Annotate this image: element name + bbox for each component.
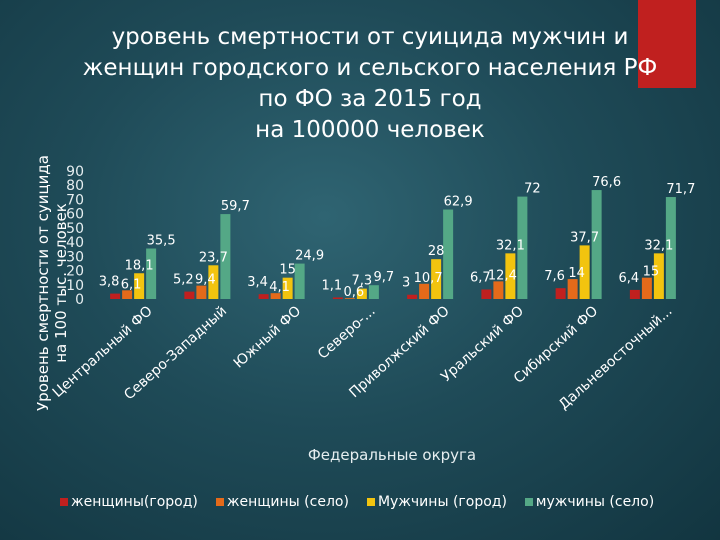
data-label: 32,1 <box>496 238 525 253</box>
bar-1-7 <box>555 288 566 299</box>
legend: женщины(город) женщины (село) Мужчины (гор… <box>60 494 700 510</box>
data-label: 62,9 <box>444 195 473 210</box>
data-label: 6,4 <box>619 271 640 286</box>
y-axis-label-line-1: Уровень смертности от суицида <box>34 155 52 411</box>
bar-3-2 <box>208 265 219 299</box>
data-label: 15 <box>643 265 660 280</box>
y-tick-label: 30 <box>66 249 84 265</box>
title-line-3: по ФО за 2015 год <box>258 86 482 112</box>
title-line-1: уровень смертности от суицида мужчин и <box>111 24 629 50</box>
x-tick-label: Южный ФО <box>231 303 305 371</box>
legend-label: мужчины (село) <box>535 494 655 510</box>
data-label: 23,7 <box>199 250 228 265</box>
data-label: 3,4 <box>247 275 268 290</box>
data-label: 6,7 <box>470 270 491 285</box>
y-tick-label: 0 <box>75 292 84 308</box>
data-label: 12,4 <box>488 268 517 283</box>
bar-1-2 <box>184 291 195 299</box>
chart-title: уровень смертности от суицида мужчин и ж… <box>40 22 700 146</box>
bar-1-1 <box>110 293 121 299</box>
bar-3-4 <box>356 288 367 299</box>
bar-1-5 <box>407 294 418 299</box>
data-label: 6,1 <box>121 277 142 292</box>
legend-swatch <box>60 498 68 506</box>
data-label: 0,6 <box>344 285 365 300</box>
y-tick-label: 40 <box>66 235 84 251</box>
x-axis-label: Федеральные округа <box>308 446 476 464</box>
data-label: 7,6 <box>544 269 565 284</box>
data-label: 3 <box>402 276 410 291</box>
data-label: 7,3 <box>352 274 373 289</box>
legend-item: мужчины (село) <box>524 494 655 510</box>
data-label: 24,9 <box>295 249 324 264</box>
y-tick-label: 80 <box>66 178 84 194</box>
bar-2-5 <box>419 283 430 299</box>
data-label: 59,7 <box>221 199 250 214</box>
data-label: 71,7 <box>666 182 695 197</box>
bar-4-3 <box>294 263 305 299</box>
bar-4-6 <box>517 196 528 299</box>
data-label: 3,8 <box>99 275 120 290</box>
bar-1-3 <box>258 294 269 299</box>
y-tick-label: 50 <box>66 221 84 237</box>
bar-4-8 <box>665 197 676 299</box>
bar-2-2 <box>196 285 207 299</box>
bar-3-8 <box>653 253 664 299</box>
data-label: 9,4 <box>195 273 216 288</box>
bar-2-8 <box>641 277 652 299</box>
data-label: 28 <box>428 244 445 259</box>
legend-swatch <box>366 498 375 506</box>
bar-3-6 <box>505 253 516 299</box>
data-label: 32,1 <box>644 238 673 253</box>
y-tick-label: 70 <box>66 192 84 208</box>
bar-3-3 <box>282 277 293 299</box>
legend-item: женщины(город) <box>60 494 198 510</box>
bar-2-4 <box>344 298 355 299</box>
data-label: 72 <box>524 182 541 197</box>
data-label: 4,1 <box>269 280 290 295</box>
bar-3-1 <box>134 273 145 299</box>
data-label: 35,5 <box>147 234 176 249</box>
legend-swatch <box>215 498 224 506</box>
legend-label: женщины(город) <box>71 494 198 510</box>
data-label: 14 <box>568 266 585 281</box>
bar-4-2 <box>220 214 231 299</box>
title-line-4: на 100000 человек <box>255 117 485 143</box>
title-line-2: женщин городского и сельского населения … <box>82 55 658 81</box>
x-tick-label: Северо-... <box>315 303 379 362</box>
data-label: 15 <box>279 263 296 278</box>
bar-3-5 <box>431 259 442 299</box>
bar-2-3 <box>270 293 281 299</box>
data-label: 18,1 <box>125 258 154 273</box>
red-accent-bar <box>638 0 696 88</box>
data-label: 9,7 <box>374 270 395 285</box>
bar-2-6 <box>493 281 504 299</box>
data-label: 1,1 <box>322 278 343 293</box>
y-tick-label: 10 <box>66 278 84 294</box>
bar-4-7 <box>591 190 602 299</box>
bar-2-7 <box>567 279 578 299</box>
y-tick-label: 90 <box>66 164 84 180</box>
data-label: 76,6 <box>592 175 621 190</box>
y-tick-label: 60 <box>66 207 84 223</box>
bar-1-6 <box>481 289 492 299</box>
y-axis-label-line-2: на 100 тыс. человек <box>52 203 70 363</box>
bar-1-4 <box>332 297 343 299</box>
legend-item: Мужчины (город) <box>366 494 507 510</box>
legend-swatch <box>524 498 533 506</box>
bar-4-1 <box>146 248 157 299</box>
bar-3-7 <box>579 245 590 299</box>
data-label: 10,7 <box>414 271 443 286</box>
data-label: 37,7 <box>570 230 599 245</box>
legend-item: женщины (село) <box>215 494 349 510</box>
data-label: 5,2 <box>173 273 194 288</box>
bar-1-8 <box>629 289 640 299</box>
legend-label: Мужчины (город) <box>377 494 507 510</box>
bar-2-1 <box>122 290 133 299</box>
bar-4-4 <box>368 285 379 299</box>
legend-label: женщины (село) <box>226 494 349 510</box>
y-tick-label: 20 <box>66 264 84 280</box>
bar-4-5 <box>443 209 454 299</box>
